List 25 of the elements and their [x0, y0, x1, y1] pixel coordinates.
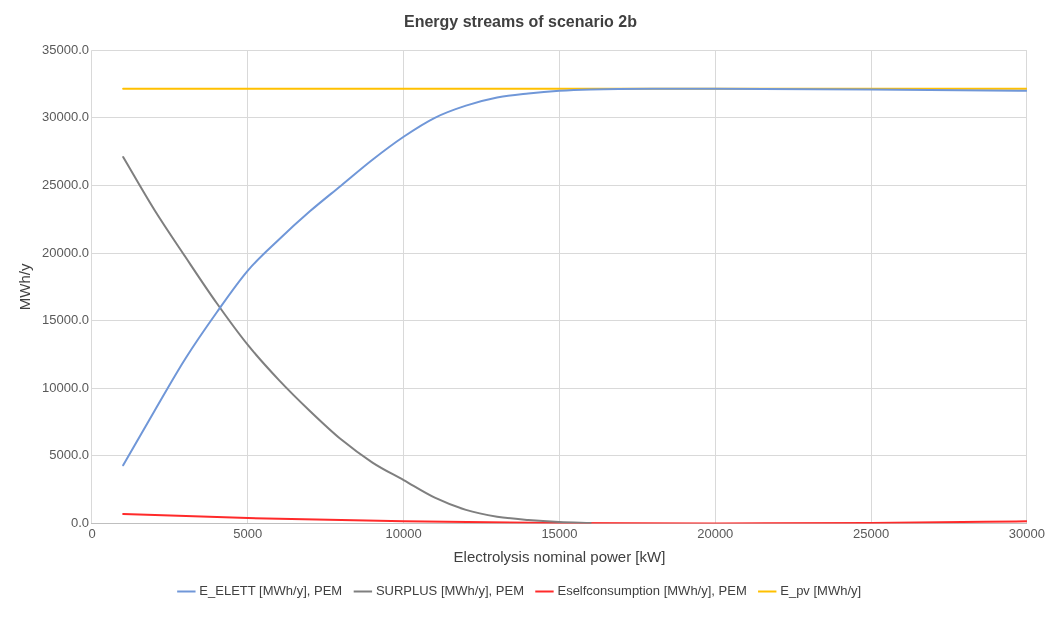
- y-tick-label: 25000.0: [41, 176, 89, 192]
- y-tick-label: 30000.0: [41, 109, 89, 125]
- y-tick-label: 10000.0: [41, 379, 89, 395]
- x-tick-label: 25000: [853, 525, 890, 541]
- legend-label: SURPLUS [MWh/y], PEM: [375, 583, 524, 599]
- line-series: [122, 512, 1027, 524]
- x-tick-label: 0: [88, 525, 96, 541]
- y-axis-title: MWh/y: [16, 262, 34, 311]
- y-tick-label: 5000.0: [49, 447, 89, 463]
- y-tick-label: 35000.0: [41, 41, 89, 57]
- line-series: [122, 87, 1027, 467]
- chart-title: Energy streams of scenario 2b: [404, 13, 638, 31]
- y-tick-label: 0.0: [70, 514, 89, 530]
- line-series: [122, 156, 592, 524]
- y-tick-label: 15000.0: [41, 312, 89, 328]
- legend-label: Eselfconsumption [MWh/y], PEM: [557, 583, 747, 599]
- x-tick-label: 5000: [233, 525, 263, 541]
- x-tick-label: 15000: [541, 525, 578, 541]
- x-axis-title: Electrolysis nominal power [kW]: [453, 548, 666, 566]
- legend-label: E_ELETT [MWh/y], PEM: [199, 583, 343, 599]
- x-tick-label: 30000: [1008, 525, 1045, 541]
- x-tick-label: 20000: [697, 525, 734, 541]
- legend-label: E_pv [MWh/y]: [780, 583, 862, 599]
- y-tick-label: 20000.0: [41, 244, 89, 260]
- x-tick-label: 10000: [385, 525, 422, 541]
